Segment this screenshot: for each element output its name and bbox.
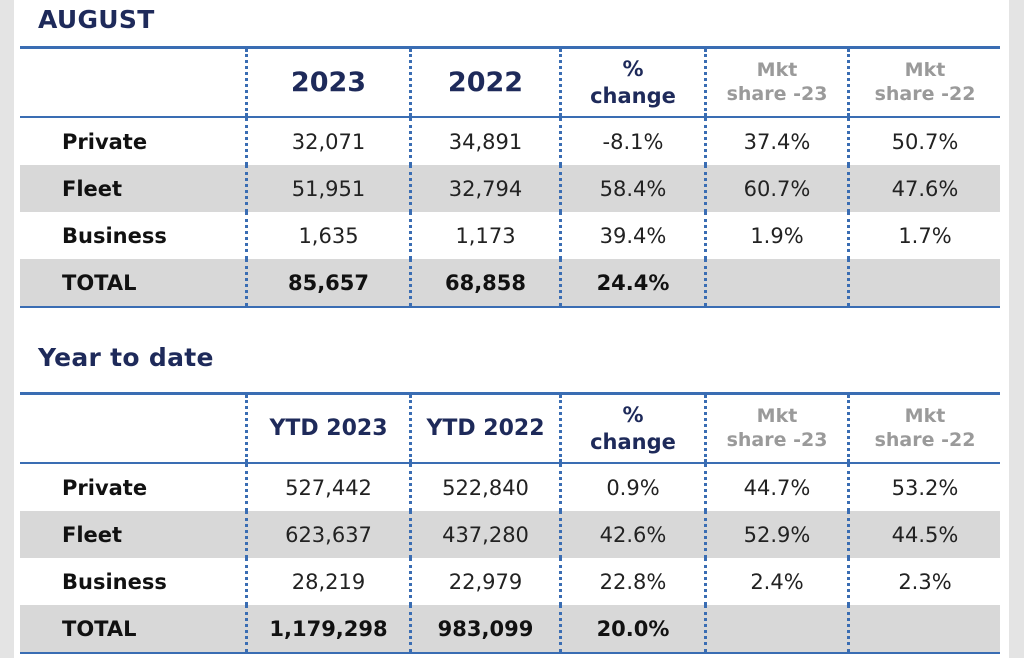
value-ytd-2022: 983,099 (409, 605, 559, 652)
value-pct-change: 58.4% (559, 165, 704, 212)
value-mkt-share-22: 47.6% (847, 165, 1000, 212)
value-2022: 1,173 (409, 212, 559, 259)
header-change-word: change (590, 429, 676, 454)
header-mkt-word: Mkt (904, 404, 946, 427)
value-mkt-share-23: 52.9% (704, 511, 847, 558)
header-mkt-word: Mkt (756, 404, 798, 427)
value-ytd-2022: 522,840 (409, 464, 559, 511)
august-title: AUGUST (38, 5, 155, 34)
header-pct-symbol: % (622, 403, 644, 428)
header-blank (20, 395, 245, 462)
header-mkt-share-23: Mkt share -23 (704, 49, 847, 116)
value-ytd-2022: 437,280 (409, 511, 559, 558)
header-pct-change: % change (559, 395, 704, 462)
header-ytd-2023: YTD 2023 (245, 395, 409, 462)
august-table: 2023 2022 % change Mkt share -23 Mkt sha… (20, 46, 1000, 308)
value-mkt-share-22 (847, 259, 1000, 306)
value-pct-change: -8.1% (559, 118, 704, 165)
row-label: Fleet (62, 522, 123, 547)
row-label: Business (62, 223, 167, 248)
header-share-22: share -22 (874, 428, 976, 451)
value-mkt-share-23: 60.7% (704, 165, 847, 212)
table-row-fleet: Fleet 51,951 32,794 58.4% 60.7% 47.6% (20, 165, 1000, 212)
table-row-private: Private 32,071 34,891 -8.1% 37.4% 50.7% (20, 118, 1000, 165)
table-row-total: TOTAL 1,179,298 983,099 20.0% (20, 605, 1000, 652)
value-2022: 34,891 (409, 118, 559, 165)
value-2022: 68,858 (409, 259, 559, 306)
value-mkt-share-23: 37.4% (704, 118, 847, 165)
header-share-23: share -23 (726, 82, 828, 105)
value-2022: 32,794 (409, 165, 559, 212)
value-pct-change: 0.9% (559, 464, 704, 511)
table-row-fleet: Fleet 623,637 437,280 42.6% 52.9% 44.5% (20, 511, 1000, 558)
ytd-header-row: YTD 2023 YTD 2022 % change Mkt share -23… (20, 395, 1000, 464)
table-row-total: TOTAL 85,657 68,858 24.4% (20, 259, 1000, 306)
value-pct-change: 20.0% (559, 605, 704, 652)
value-2023: 51,951 (245, 165, 409, 212)
header-change-word: change (590, 83, 676, 108)
header-mkt-word: Mkt (904, 58, 946, 81)
header-mkt-word: Mkt (756, 58, 798, 81)
value-mkt-share-23 (704, 605, 847, 652)
header-pct-symbol: % (622, 57, 644, 82)
table-row-private: Private 527,442 522,840 0.9% 44.7% 53.2% (20, 464, 1000, 511)
header-mkt-share-23: Mkt share -23 (704, 395, 847, 462)
august-header-row: 2023 2022 % change Mkt share -23 Mkt sha… (20, 49, 1000, 118)
value-ytd-2022: 22,979 (409, 558, 559, 605)
row-label: TOTAL (62, 270, 137, 295)
ytd-table: YTD 2023 YTD 2022 % change Mkt share -23… (20, 392, 1000, 654)
header-2022: 2022 (409, 49, 559, 116)
header-mkt-share-22: Mkt share -22 (847, 395, 1000, 462)
header-pct-change: % change (559, 49, 704, 116)
value-mkt-share-23: 1.9% (704, 212, 847, 259)
value-mkt-share-23 (704, 259, 847, 306)
value-2023: 85,657 (245, 259, 409, 306)
row-label: TOTAL (62, 616, 137, 641)
value-mkt-share-22: 2.3% (847, 558, 1000, 605)
value-mkt-share-22: 50.7% (847, 118, 1000, 165)
header-blank (20, 49, 245, 116)
value-pct-change: 39.4% (559, 212, 704, 259)
table-row-business: Business 28,219 22,979 22.8% 2.4% 2.3% (20, 558, 1000, 605)
value-2023: 32,071 (245, 118, 409, 165)
header-2023: 2023 (245, 49, 409, 116)
ytd-title: Year to date (38, 343, 214, 372)
value-pct-change: 42.6% (559, 511, 704, 558)
value-ytd-2023: 527,442 (245, 464, 409, 511)
row-label: Business (62, 569, 167, 594)
row-label: Fleet (62, 176, 123, 201)
value-mkt-share-22: 53.2% (847, 464, 1000, 511)
document-page: AUGUST 2023 2022 % change Mkt share -23 … (14, 0, 1009, 658)
value-mkt-share-22 (847, 605, 1000, 652)
value-mkt-share-23: 44.7% (704, 464, 847, 511)
value-mkt-share-22: 1.7% (847, 212, 1000, 259)
header-mkt-share-22: Mkt share -22 (847, 49, 1000, 116)
value-2023: 1,635 (245, 212, 409, 259)
header-share-22: share -22 (874, 82, 976, 105)
value-pct-change: 22.8% (559, 558, 704, 605)
row-label: Private (62, 129, 148, 154)
value-mkt-share-22: 44.5% (847, 511, 1000, 558)
value-ytd-2023: 623,637 (245, 511, 409, 558)
table-row-business: Business 1,635 1,173 39.4% 1.9% 1.7% (20, 212, 1000, 259)
header-share-23: share -23 (726, 428, 828, 451)
value-ytd-2023: 1,179,298 (245, 605, 409, 652)
value-mkt-share-23: 2.4% (704, 558, 847, 605)
value-ytd-2023: 28,219 (245, 558, 409, 605)
header-ytd-2022: YTD 2022 (409, 395, 559, 462)
row-label: Private (62, 475, 148, 500)
value-pct-change: 24.4% (559, 259, 704, 306)
